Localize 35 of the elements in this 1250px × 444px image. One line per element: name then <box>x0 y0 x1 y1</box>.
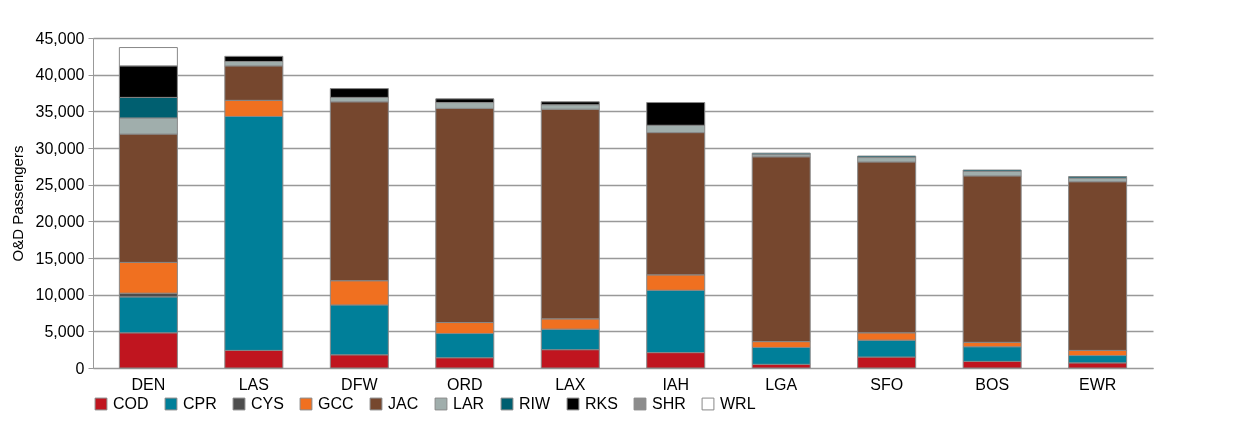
x-tick-label: LAX <box>555 375 586 393</box>
x-tick-label: LGA <box>765 375 798 393</box>
bar <box>962 175 1022 343</box>
y-tick-label: 40,000 <box>35 66 85 84</box>
y-tick-label: 45,000 <box>35 29 85 47</box>
bar <box>751 346 811 365</box>
x-tick-label: IAH <box>662 375 690 393</box>
legend-label: CPR <box>183 395 217 412</box>
legend-label: RKS <box>585 395 618 412</box>
legend-label: JAC <box>388 395 419 412</box>
x-tick-label: EWR <box>1078 375 1117 393</box>
legend-label: SHR <box>652 395 686 412</box>
x-tick-label: BOS <box>975 375 1010 393</box>
x-tick-label: ORD <box>447 375 483 393</box>
legend-label: GCC <box>318 395 354 412</box>
y-tick-label: 30,000 <box>35 139 85 157</box>
y-axis-title: O&D Passengers <box>8 145 26 262</box>
legend-label: CYS <box>251 395 284 412</box>
y-tick-label: 10,000 <box>35 286 85 304</box>
legend-label: LAR <box>453 395 485 412</box>
legend-label: COD <box>113 395 149 412</box>
x-tick-label: SFO <box>870 375 904 393</box>
y-tick-label: 0 <box>75 359 85 377</box>
bar <box>540 101 600 106</box>
y-tick-label: 35,000 <box>35 102 85 120</box>
legend-label: WRL <box>720 395 756 412</box>
x-tick-label: DEN <box>131 375 166 393</box>
bar <box>329 88 389 98</box>
y-tick-label: 5,000 <box>44 322 85 340</box>
x-tick-label: DFW <box>341 375 379 393</box>
y-tick-label: 20,000 <box>35 212 85 230</box>
legend-label: RIW <box>519 395 551 412</box>
y-tick-label: 25,000 <box>35 176 85 194</box>
y-tick-label: 15,000 <box>35 249 85 267</box>
x-tick-label: LAS <box>238 375 269 393</box>
